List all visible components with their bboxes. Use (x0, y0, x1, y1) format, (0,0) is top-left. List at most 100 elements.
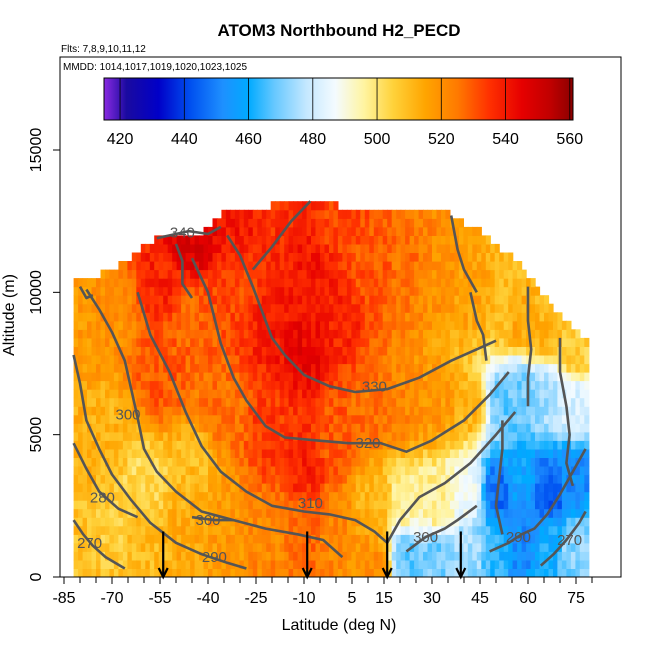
heatmap-cell (329, 517, 335, 527)
heatmap-cell (463, 431, 469, 441)
heatmap-cell (225, 466, 231, 476)
heatmap-cell (172, 303, 178, 313)
heatmap-cell (82, 329, 88, 339)
heatmap-cell (364, 568, 370, 577)
heatmap-cell (122, 346, 128, 356)
heatmap-cell (136, 448, 142, 458)
heatmap-cell (82, 286, 88, 296)
heatmap-cell (553, 542, 559, 552)
heatmap-cell (337, 440, 343, 450)
heatmap-cell (145, 261, 151, 271)
heatmap-cell (539, 355, 545, 365)
heatmap-cell (566, 551, 572, 561)
heatmap-cell (248, 312, 254, 322)
heatmap-cell (257, 491, 263, 501)
heatmap-cell (337, 491, 343, 501)
heatmap-cell (360, 226, 366, 236)
heatmap-cell (396, 397, 402, 407)
heatmap-cell (261, 423, 267, 433)
heatmap-cell (342, 209, 348, 219)
heatmap-cell (449, 261, 455, 271)
heatmap-cell (355, 423, 361, 433)
heatmap-cell (315, 235, 321, 245)
heatmap-cell (333, 534, 339, 544)
heatmap-cell (100, 380, 106, 390)
heatmap-cell (579, 491, 585, 501)
heatmap-cell (467, 389, 473, 399)
heatmap-cell (449, 517, 455, 527)
heatmap-cell (320, 312, 326, 322)
heatmap-cell (423, 355, 429, 365)
heatmap-cell (369, 466, 375, 476)
heatmap-cell (248, 491, 254, 501)
heatmap-cell (405, 337, 411, 347)
contour-line (526, 286, 533, 407)
heatmap-cell (463, 397, 469, 407)
heatmap-cell (436, 372, 442, 382)
heatmap-cell (467, 474, 473, 484)
heatmap-cell (288, 389, 294, 399)
heatmap-cell (427, 423, 433, 433)
heatmap-cell (190, 380, 196, 390)
heatmap-cell (149, 269, 155, 279)
heatmap-cell (275, 278, 281, 288)
heatmap-cell (391, 559, 397, 569)
heatmap-cell (181, 568, 187, 577)
heatmap-cell (414, 261, 420, 271)
heatmap-cell (199, 551, 205, 561)
heatmap-cell (566, 525, 572, 535)
heatmap-cell (432, 372, 438, 382)
heatmap-cell (87, 414, 93, 424)
heatmap-cell (575, 337, 581, 347)
heatmap-cell (315, 252, 321, 262)
heatmap-cell (203, 431, 209, 441)
heatmap-cell (302, 303, 308, 313)
heatmap-cell (539, 363, 545, 373)
heatmap-cell (248, 209, 254, 219)
heatmap-cell (158, 389, 164, 399)
heatmap-cell (221, 363, 227, 373)
heatmap-cell (113, 423, 119, 433)
heatmap-cell (288, 474, 294, 484)
heatmap-cell (203, 491, 209, 501)
heatmap-cell (369, 440, 375, 450)
heatmap-cell (82, 295, 88, 305)
heatmap-cell (539, 380, 545, 390)
heatmap-cell (212, 346, 218, 356)
heatmap-cell (476, 243, 482, 253)
heatmap-cell (387, 209, 393, 219)
heatmap-cell (279, 303, 285, 313)
heatmap-cell (284, 303, 290, 313)
heatmap-cell (530, 448, 536, 458)
heatmap-cell (82, 466, 88, 476)
heatmap-cell (544, 406, 550, 416)
heatmap-cell (140, 568, 146, 577)
heatmap-cell (342, 243, 348, 253)
heatmap-cell (400, 483, 406, 493)
heatmap-cell (544, 414, 550, 424)
heatmap-cell (275, 337, 281, 347)
heatmap-cell (329, 491, 335, 501)
heatmap-cell (96, 406, 102, 416)
heatmap-cell (239, 303, 245, 313)
heatmap-cell (463, 500, 469, 510)
heatmap-cell (167, 252, 173, 262)
heatmap-cell (329, 372, 335, 382)
heatmap-cell (503, 406, 509, 416)
heatmap-cell (302, 423, 308, 433)
heatmap-cell (387, 303, 393, 313)
heatmap-cell (548, 397, 554, 407)
heatmap-cell (476, 226, 482, 236)
heatmap-cell (405, 372, 411, 382)
heatmap-cell (243, 491, 249, 501)
heatmap-cell (494, 372, 500, 382)
heatmap-cell (449, 534, 455, 544)
heatmap-cell (423, 448, 429, 458)
heatmap-cell (203, 457, 209, 467)
heatmap-cell (190, 568, 196, 577)
heatmap-cell (423, 235, 429, 245)
heatmap-cell (149, 252, 155, 262)
heatmap-cell (364, 457, 370, 467)
heatmap-cell (436, 295, 442, 305)
heatmap-cell (279, 235, 285, 245)
